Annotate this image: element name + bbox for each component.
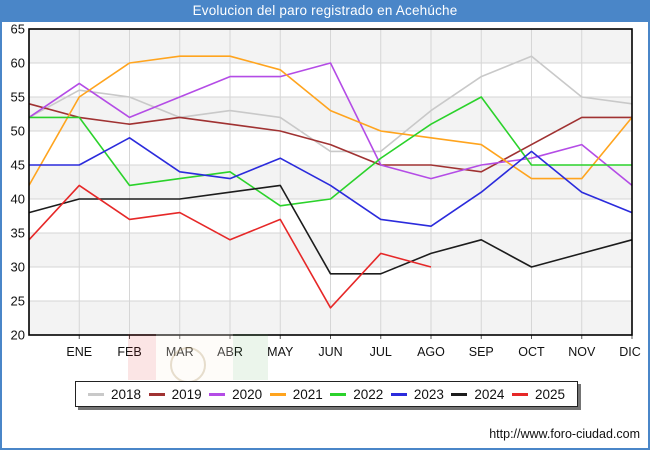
svg-text:20: 20 [11,328,25,343]
legend-item-2021: 2021 [269,386,323,402]
svg-text:OCT: OCT [518,345,545,359]
series-line-2019 [28,103,632,173]
legend-label-2024: 2024 [474,386,505,402]
series-line-2023 [29,137,633,227]
legend-item-2023: 2023 [390,386,444,402]
legend-label-2020: 2020 [232,386,263,402]
legend-label-2019: 2019 [171,386,202,402]
legend-swatch-2025 [511,392,528,396]
svg-text:ENE: ENE [66,345,92,359]
legend-swatch-2019 [148,392,165,396]
footer-url: http://www.foro-ciudad.com [489,427,640,441]
series-line-2020 [28,62,633,187]
svg-text:DIC: DIC [619,345,641,359]
plot-border [28,28,633,336]
legend-label-2025: 2025 [534,386,565,402]
svg-text:MAY: MAY [267,345,294,359]
x-axis-labels: ENE FEB MAR ABR MAY JUN JUL AGO SEP OCT NOV DIC [66,345,640,359]
legend-item-2019: 2019 [148,386,202,402]
svg-text:35: 35 [11,226,25,241]
series-lines [28,55,633,309]
svg-text:60: 60 [11,56,25,71]
svg-text:NOV: NOV [568,345,596,359]
legend-item-2025: 2025 [511,386,565,402]
svg-text:AGO: AGO [417,345,445,359]
series-line-2024 [28,184,633,275]
svg-text:25: 25 [11,294,25,309]
y-axis-labels: 20 25 30 35 40 45 50 55 60 65 [11,22,25,343]
svg-text:ABR: ABR [217,345,243,359]
svg-text:MAR: MAR [166,345,194,359]
svg-text:SEP: SEP [469,345,494,359]
legend-label-2018: 2018 [111,386,142,402]
legend-item-2018: 2018 [88,387,141,402]
svg-text:FEB: FEB [117,345,141,359]
legend-swatch-2018 [88,392,104,396]
legend-swatch-2023 [390,392,407,396]
legend-label-2022: 2022 [353,386,384,402]
series-line-2021 [28,55,633,186]
svg-text:30: 30 [11,260,25,275]
series-line-2022 [29,96,632,207]
legend-label-2023: 2023 [413,386,444,402]
svg-text:55: 55 [11,90,25,105]
svg-text:JUL: JUL [370,345,392,359]
legend-swatch-2022 [330,392,347,396]
legend: 2018 2019 2020 2021 2022 2023 2024 2025 [75,381,578,407]
page-title: Evolucion del paro registrado en Acehúch… [192,3,458,18]
legend-swatch-2024 [451,392,468,396]
legend-swatch-2021 [269,392,286,396]
title-bar: Evolucion del paro registrado en Acehúch… [0,0,650,22]
svg-text:50: 50 [11,124,25,139]
legend-label-2021: 2021 [292,386,323,402]
series-line-2018 [28,55,633,153]
legend-item-2022: 2022 [330,387,383,402]
svg-text:JUN: JUN [318,345,342,359]
series-line-2025 [28,184,432,309]
legend-item-2024: 2024 [451,387,504,402]
legend-swatch-2020 [209,392,226,396]
svg-text:65: 65 [11,22,25,37]
svg-text:45: 45 [11,158,25,173]
svg-text:40: 40 [11,192,25,207]
legend-item-2020: 2020 [209,387,262,402]
